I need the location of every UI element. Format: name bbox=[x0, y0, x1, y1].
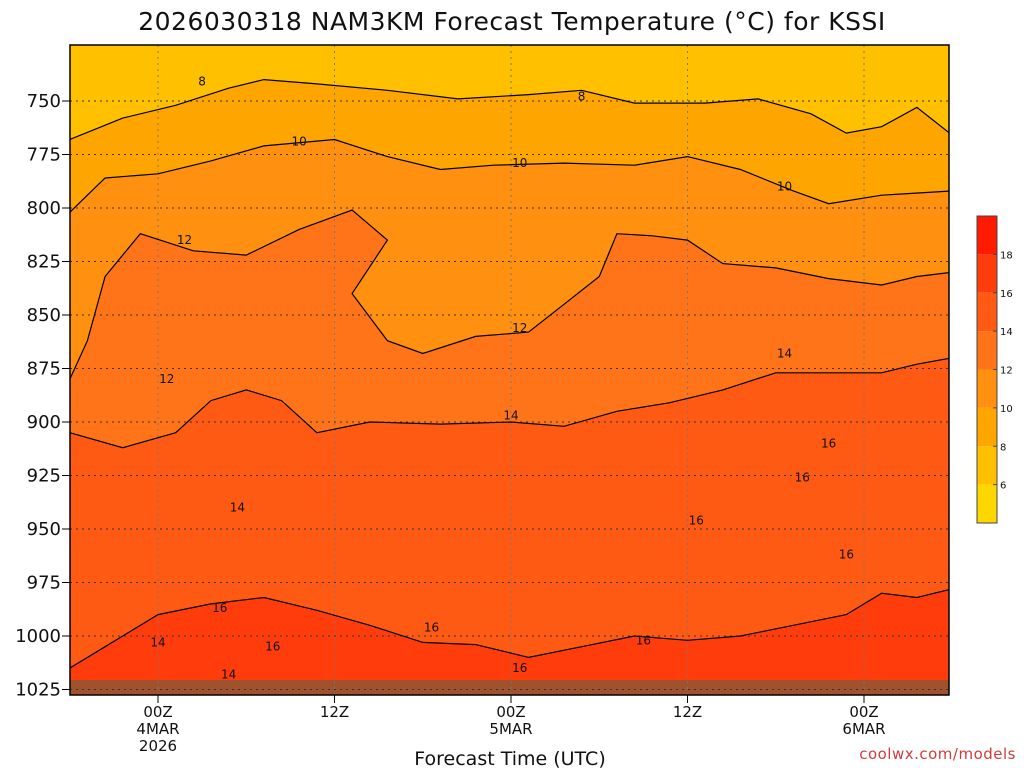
isotherm-8 bbox=[70, 78, 949, 141]
contour-label: 16 bbox=[821, 436, 836, 450]
credit-text: coolwx.com/models bbox=[859, 745, 1016, 763]
contour-label: 14 bbox=[503, 409, 518, 423]
x-tick-label: 12Z bbox=[673, 703, 702, 721]
colorbar-swatch bbox=[977, 292, 997, 332]
colorbar-tick-label: 14 bbox=[1000, 327, 1013, 338]
colorbar-tick-label: 12 bbox=[1000, 366, 1013, 377]
contour-label: 10 bbox=[512, 156, 527, 170]
colorbar-swatch bbox=[977, 484, 997, 523]
y-tick-label: 825 bbox=[27, 252, 61, 273]
contour-label: 16 bbox=[839, 548, 854, 562]
contour-label: 10 bbox=[292, 135, 307, 149]
contour-label: 12 bbox=[177, 233, 192, 247]
contour-label: 12 bbox=[159, 372, 174, 386]
isotherm-10 bbox=[70, 138, 949, 213]
y-tick-label: 875 bbox=[27, 359, 61, 380]
y-tick-label: 950 bbox=[27, 519, 61, 540]
contour-label: 14 bbox=[230, 501, 245, 515]
contour-label: 8 bbox=[198, 75, 206, 89]
contour-labels: 8 8 10 10 10 12 12 12 14 14 14 14 14 16 16 16 16 16 16 16 16… bbox=[150, 75, 854, 682]
x-tick-label: 00Z bbox=[849, 703, 878, 721]
colorbar-tick-label: 16 bbox=[1000, 289, 1013, 300]
y-tick-label: 775 bbox=[27, 145, 61, 166]
band-above-16 bbox=[70, 589, 949, 695]
colorbar-swatch bbox=[977, 407, 997, 447]
isotherm-16 bbox=[70, 589, 949, 669]
contour-label: 14 bbox=[221, 668, 236, 682]
plot-frame bbox=[69, 44, 950, 696]
contour-label: 14 bbox=[777, 347, 792, 361]
y-tick-label: 850 bbox=[27, 305, 61, 326]
colorbar-swatch bbox=[977, 446, 997, 485]
contour-label: 14 bbox=[150, 635, 165, 649]
y-tick-label: 975 bbox=[27, 573, 61, 594]
isotherm-12 bbox=[70, 209, 949, 380]
contour-label: 10 bbox=[777, 180, 792, 194]
colorbar-tick-label: 6 bbox=[1000, 481, 1006, 492]
contour-label: 16 bbox=[424, 620, 439, 634]
y-tick-label: 1000 bbox=[15, 626, 61, 647]
y-tick-label: 925 bbox=[27, 466, 61, 487]
x-tick-label: 00Z bbox=[143, 703, 172, 721]
x-tick-label: 4MAR bbox=[136, 720, 179, 738]
contour-label: 16 bbox=[512, 661, 527, 675]
chart-title: 2026030318 NAM3KM Forecast Temperature (… bbox=[138, 7, 885, 36]
ground-surface bbox=[70, 680, 949, 695]
colorbar-swatch bbox=[977, 254, 997, 293]
y-tick-label: 750 bbox=[27, 91, 61, 112]
isotherm-14 bbox=[70, 357, 949, 449]
contour-label: 16 bbox=[265, 640, 280, 654]
colorbar-swatch bbox=[977, 369, 997, 408]
y-tick-label: 900 bbox=[27, 412, 61, 433]
y-axis: 750 775 800 825 850 875 900 925 950 975 1000 1025 bbox=[15, 91, 70, 701]
temperature-bands bbox=[70, 45, 949, 695]
grid-lines bbox=[70, 45, 949, 695]
y-tick-label: 1025 bbox=[15, 680, 61, 701]
contour-label: 16 bbox=[636, 633, 651, 647]
contour-label: 8 bbox=[578, 90, 586, 104]
colorbar-tick-label: 10 bbox=[1000, 404, 1013, 415]
x-tick-label: 00Z bbox=[496, 703, 525, 721]
contour-label: 16 bbox=[689, 513, 704, 527]
contour-label: 16 bbox=[212, 601, 227, 615]
isotherm-lines bbox=[70, 78, 949, 669]
x-axis-label: Forecast Time (UTC) bbox=[414, 748, 605, 768]
colorbar-swatch bbox=[977, 331, 997, 370]
x-tick-label: 2026 bbox=[139, 737, 177, 755]
contour-label: 16 bbox=[795, 471, 810, 485]
y-tick-label: 800 bbox=[27, 198, 61, 219]
colorbar-tick-label: 8 bbox=[1000, 442, 1006, 453]
x-tick-label: 6MAR bbox=[842, 720, 885, 738]
x-tick-label: 12Z bbox=[320, 703, 349, 721]
colorbar-tick-label: 18 bbox=[1000, 250, 1013, 261]
colorbar-swatch bbox=[977, 216, 997, 255]
contour-label: 12 bbox=[512, 321, 527, 335]
colorbar: 6 8 10 12 14 16 18 bbox=[976, 215, 1013, 524]
x-tick-label: 5MAR bbox=[489, 720, 532, 738]
